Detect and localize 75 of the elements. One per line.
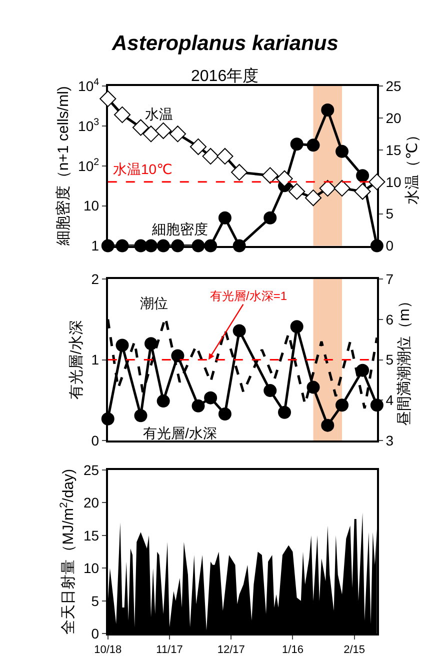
y2-axis-title: 水温（℃）: [404, 127, 422, 204]
y2-tick-label: 5: [386, 352, 394, 368]
point: [156, 394, 170, 408]
y2-tick-label: 3: [386, 432, 394, 449]
y-tick-label: 10$^{2}$: [78, 156, 100, 174]
y2-tick-label: 25: [386, 78, 402, 94]
y-tick-label: 10$^{4}$: [78, 77, 100, 94]
point: [218, 211, 232, 224]
y2-tick-label: 15: [386, 142, 402, 158]
y2-axis-title: 昼間満潮潮位（m）: [396, 294, 414, 426]
point: [116, 338, 129, 352]
y2-tick-label: 7: [386, 270, 394, 287]
x-tick-label: 1/16: [282, 644, 304, 656]
chart-subtitle: 2016年度: [191, 67, 259, 85]
point: [232, 324, 246, 338]
point: [204, 239, 218, 252]
point: [144, 239, 158, 252]
point: [218, 408, 232, 420]
y-tick-label: 0: [91, 432, 100, 449]
y-axis-title: 細胞密度（n+1 cells/ml): [54, 86, 72, 247]
point: [264, 384, 277, 398]
y-tick-label: 10: [84, 198, 100, 214]
point: [204, 391, 218, 404]
point: [336, 398, 349, 412]
y-tick-label: 25: [84, 462, 100, 478]
point: [192, 239, 205, 252]
point: [101, 412, 114, 426]
series-label: 水温: [145, 106, 173, 122]
point: [278, 406, 292, 419]
point: [264, 211, 277, 224]
point: [192, 399, 205, 412]
y-axis-title: 有光層/水深: [68, 320, 86, 400]
chart-title: Asteroplanus karianus: [111, 32, 338, 55]
point: [370, 239, 384, 252]
y-tick-label: 10$^{3}$: [78, 116, 100, 134]
point: [144, 337, 158, 350]
point: [156, 239, 170, 252]
y2-tick-label: 6: [386, 311, 394, 328]
point: [171, 239, 184, 252]
y-tick-label: 2: [91, 270, 100, 287]
point: [321, 418, 334, 432]
point: [356, 169, 370, 182]
point: [232, 239, 246, 252]
point: [321, 104, 334, 117]
point: [306, 380, 320, 394]
point: [116, 239, 129, 252]
point: [134, 409, 148, 422]
y2-tick-label: 20: [386, 110, 402, 126]
point: [336, 144, 349, 158]
series-label: 潮位: [140, 295, 168, 311]
series-label: 細胞密度: [151, 221, 208, 237]
y-tick-label: 5: [91, 592, 100, 609]
ref-line-label: 水温10℃: [113, 161, 172, 177]
point: [101, 239, 114, 252]
point: [306, 138, 320, 152]
y2-tick-label: 0: [386, 238, 394, 254]
y-tick-label: 1: [91, 352, 100, 368]
x-tick-label: 2/15: [344, 644, 366, 656]
y-tick-label: 1: [91, 238, 100, 254]
y-tick-label: 0: [91, 626, 100, 642]
y-tick-label: 10: [84, 560, 100, 576]
x-tick-label: 10/18: [94, 644, 122, 656]
point: [290, 320, 304, 334]
y-tick-label: 20: [84, 494, 100, 511]
y2-tick-label: 5: [386, 206, 394, 222]
y2-tick-label: 4: [386, 392, 394, 408]
series-label: 有光層/水深: [143, 425, 217, 441]
x-tick-label: 11/17: [156, 644, 183, 656]
point: [356, 364, 370, 377]
y-tick-label: 15: [84, 527, 100, 544]
annotation: 有光層/水深=1: [210, 289, 288, 303]
x-tick-label: 12/17: [217, 644, 245, 656]
point: [370, 398, 384, 412]
y2-tick-label: 10: [386, 174, 402, 190]
point: [290, 138, 304, 151]
